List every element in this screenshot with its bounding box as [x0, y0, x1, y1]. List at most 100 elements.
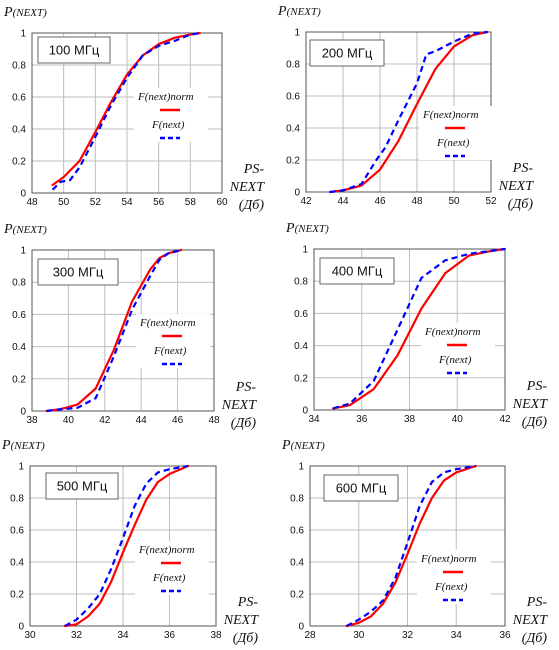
- y-tick-label: 0.6: [290, 526, 304, 537]
- y-tick-label: 0.8: [294, 277, 308, 288]
- x-tick-label: 40: [63, 415, 75, 426]
- y-tick-label: 0.8: [12, 61, 26, 72]
- y-tick-label: 0: [20, 189, 26, 200]
- x-tick-label: 48: [208, 415, 220, 426]
- y-tick-label: 0: [20, 407, 26, 418]
- y-tick-label: 1: [20, 29, 26, 40]
- x-axis-label-line: NEXT: [229, 180, 265, 195]
- x-tick-label: 36: [164, 630, 176, 641]
- legend-bg: [134, 88, 208, 142]
- frequency-label: 100 МГц: [49, 43, 100, 58]
- x-axis-label-line: PS-: [512, 161, 534, 176]
- y-axis-label: P(NEXT): [3, 222, 47, 237]
- x-tick-label: 50: [58, 197, 70, 208]
- y-axis-label-main: P: [285, 221, 295, 236]
- y-tick-label: 0.2: [286, 156, 300, 167]
- series-line-fnorm: [345, 464, 477, 628]
- series-line-fnext: [329, 30, 488, 194]
- x-tick-label: 42: [99, 415, 111, 426]
- y-axis-label-sub: (NEXT): [13, 224, 48, 236]
- x-axis-label-line: (Дб): [239, 198, 265, 213]
- legend-label: F(next)norm: [137, 91, 194, 103]
- legend-label: F(next): [436, 137, 470, 149]
- y-axis-label-main: P: [277, 4, 287, 19]
- x-tick-label: 32: [71, 630, 83, 641]
- y-tick-label: 1: [294, 28, 300, 39]
- y-tick-label: 0.6: [12, 310, 26, 321]
- y-tick-label: 1: [302, 245, 308, 256]
- legend-label: F(next)norm: [139, 317, 196, 329]
- x-tick-label: 44: [337, 196, 349, 207]
- legend-bg: [417, 550, 491, 604]
- x-tick-label: 38: [210, 630, 222, 641]
- x-tick-label: 50: [448, 196, 460, 207]
- y-tick-label: 0.8: [10, 494, 24, 505]
- x-tick-label: 36: [356, 414, 368, 425]
- y-tick-label: 0.2: [12, 374, 26, 385]
- x-tick-label: 48: [26, 197, 38, 208]
- x-tick-label: 60: [216, 197, 228, 208]
- y-axis-label-sub: (NEXT): [291, 440, 326, 452]
- series-line-fnorm: [51, 31, 201, 187]
- x-axis-label-line: NEXT: [512, 613, 548, 628]
- frequency-label: 200 МГц: [322, 46, 373, 61]
- series-line-fnext: [64, 464, 189, 627]
- x-axis-label-line: NEXT: [223, 613, 259, 628]
- x-tick-label: 34: [451, 630, 463, 641]
- y-axis-label-sub: (NEXT): [287, 6, 322, 18]
- x-axis-label-line: NEXT: [498, 179, 534, 194]
- x-tick-label: 32: [402, 630, 414, 641]
- x-tick-label: 46: [374, 196, 386, 207]
- chart-panel-3: 38 40 42 44 46 4800.20.40.60.81P(NEXT)PS-NEXT…: [3, 222, 257, 431]
- x-tick-label: 34: [308, 414, 320, 425]
- x-tick-label: 52: [485, 196, 497, 207]
- legend-bg: [135, 541, 209, 595]
- plot-frame: [313, 248, 506, 411]
- legend-label: F(next)norm: [424, 326, 481, 338]
- legend-label: F(next)norm: [422, 109, 479, 121]
- legend-label: F(next): [438, 354, 472, 366]
- y-tick-label: 0.4: [290, 558, 304, 569]
- chart-panel-5: 30 32 34 36 3800.20.40.60.81P(NEXT)PS-NEXT(Д…: [1, 438, 259, 646]
- y-tick-label: 0: [294, 188, 300, 199]
- series-line-fnext: [46, 248, 182, 413]
- x-tick-label: 48: [411, 196, 423, 207]
- y-axis-label-main: P: [3, 5, 13, 20]
- x-tick-label: 42: [499, 414, 511, 425]
- legend-bg: [419, 106, 493, 160]
- chart-panel-4: 34 36 38 40 4200.20.40.60.81P(NEXT)PS-NEXT(Д…: [285, 221, 548, 430]
- y-tick-label: 0.2: [12, 157, 26, 168]
- y-tick-label: 0.6: [12, 93, 26, 104]
- y-tick-label: 1: [18, 462, 24, 473]
- y-axis-label: P(NEXT): [277, 4, 321, 19]
- x-axis-label-line: (Дб): [231, 416, 257, 431]
- y-axis-label-sub: (NEXT): [13, 7, 48, 19]
- x-tick-label: 28: [304, 630, 316, 641]
- x-tick-label: 36: [499, 630, 511, 641]
- x-axis-label-line: PS-: [235, 380, 257, 395]
- x-axis-label-line: (Дб): [522, 415, 548, 430]
- y-tick-label: 0.6: [294, 309, 308, 320]
- x-tick-label: 46: [172, 415, 184, 426]
- x-axis-label-line: (Дб): [233, 631, 259, 646]
- series-line-fnext: [51, 31, 200, 191]
- chart-panel-2: 42 44 46 48 50 5200.20.40.60.81P(NEXT)PS-NEXT…: [277, 4, 534, 212]
- legend-label: F(next)norm: [138, 544, 195, 556]
- x-axis-label-line: PS-: [526, 379, 548, 394]
- x-tick-label: 42: [300, 196, 312, 207]
- plot-frame: [309, 465, 506, 627]
- y-tick-label: 0.4: [294, 341, 308, 352]
- frequency-box: [309, 39, 385, 67]
- x-axis-label-line: PS-: [243, 162, 265, 177]
- y-tick-label: 1: [298, 462, 304, 473]
- y-axis-label-main: P: [281, 438, 291, 453]
- x-axis-label-line: PS-: [237, 595, 259, 610]
- plot-frame: [29, 465, 217, 627]
- series-line-fnorm: [63, 464, 190, 628]
- frequency-label: 500 МГц: [57, 479, 108, 494]
- y-tick-label: 0.8: [286, 60, 300, 71]
- frequency-label: 400 МГц: [332, 264, 383, 279]
- legend-bg: [136, 314, 210, 368]
- y-tick-label: 0.2: [10, 590, 24, 601]
- x-axis-label-line: (Дб): [508, 197, 534, 212]
